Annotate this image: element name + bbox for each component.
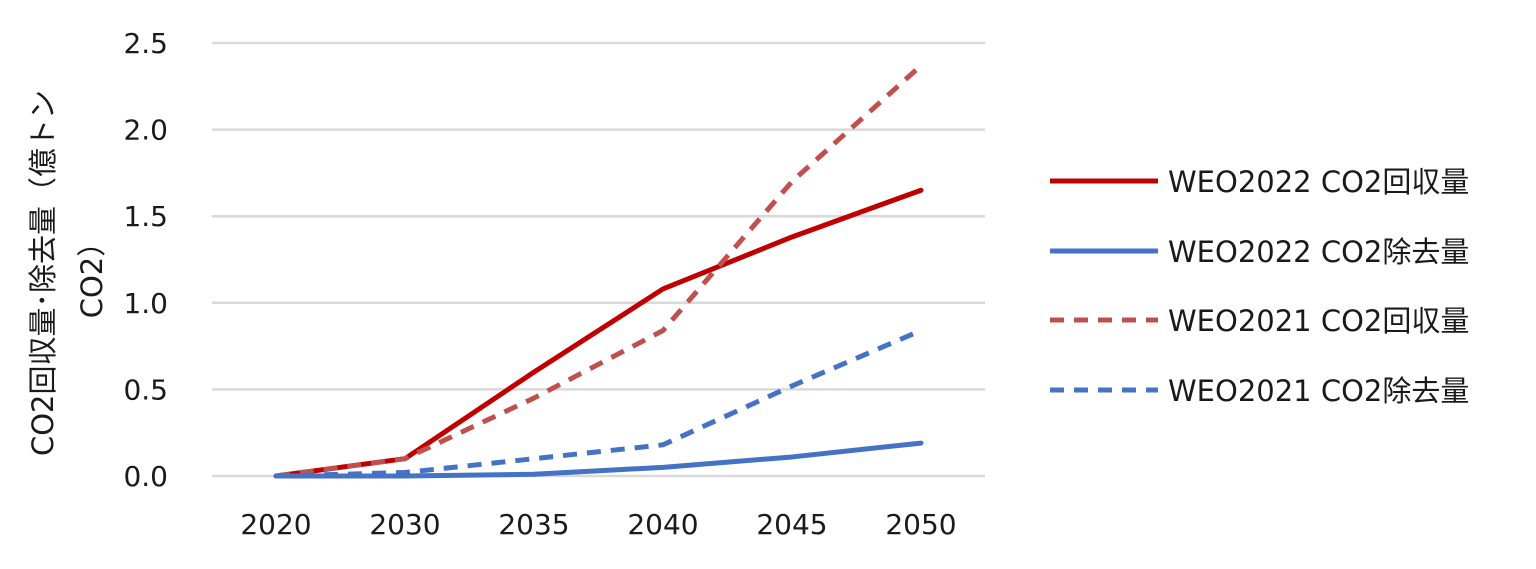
- y-tick-label: 2.5: [123, 27, 168, 60]
- series-line-4: [275, 328, 922, 479]
- y-tick-label: 1.5: [123, 200, 168, 233]
- x-tick-label: 2030: [369, 508, 440, 541]
- y-tick-label: 0.0: [123, 460, 168, 493]
- plot-area: [273, 63, 924, 479]
- legend-label: WEO2022 CO2除去量: [1168, 235, 1469, 269]
- legend: WEO2022 CO2回収量 WEO2022 CO2除去量 WEO2021 CO2回…: [1050, 165, 1469, 408]
- series-line-3: [275, 63, 923, 479]
- x-axis-ticks: 2020 2030 2035 2040 2045 2050: [240, 508, 956, 541]
- y-tick-label: 1.0: [123, 287, 168, 320]
- legend-label: WEO2021 CO2除去量: [1168, 374, 1469, 408]
- gridlines: [212, 41, 985, 478]
- y-tick-label: 0.5: [123, 373, 168, 406]
- x-tick-label: 2045: [756, 508, 827, 541]
- series-line-2: [273, 440, 924, 479]
- legend-label: WEO2021 CO2回収量: [1168, 304, 1469, 338]
- y-axis-ticks: 0.0 0.5 1.0 1.5 2.0 2.5: [123, 27, 168, 493]
- x-tick-label: 2040: [627, 508, 698, 541]
- y-axis-title-line-2: CO2）: [75, 228, 109, 319]
- x-tick-label: 2035: [498, 508, 569, 541]
- series-line-1: [273, 187, 924, 479]
- x-tick-label: 2020: [240, 508, 311, 541]
- x-tick-label: 2050: [885, 508, 956, 541]
- y-tick-label: 2.0: [123, 114, 168, 147]
- legend-label: WEO2022 CO2回収量: [1168, 165, 1469, 199]
- y-axis-title-line-1: CO2回収量･除去量（億トン: [26, 90, 60, 456]
